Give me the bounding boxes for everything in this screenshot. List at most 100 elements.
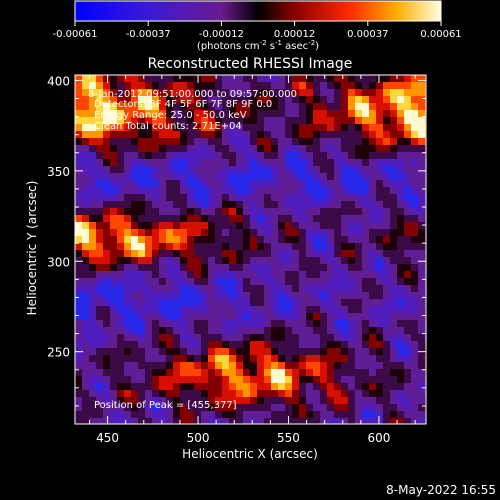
heatmap-cell <box>355 208 362 215</box>
heatmap-cell <box>397 187 404 194</box>
heatmap-cell <box>390 117 397 124</box>
heatmap-cell <box>138 418 145 424</box>
heatmap-cell <box>194 194 201 201</box>
heatmap-cell <box>124 320 131 327</box>
heatmap-cell <box>96 313 103 320</box>
heatmap-cell <box>103 390 110 397</box>
heatmap-cell <box>348 383 355 390</box>
heatmap-cell <box>138 299 145 306</box>
heatmap-cell <box>320 285 327 292</box>
heatmap-cell <box>397 152 404 159</box>
heatmap-cell <box>327 390 334 397</box>
heatmap-cell <box>264 117 271 124</box>
heatmap-cell <box>341 299 348 306</box>
heatmap-cell <box>187 243 194 250</box>
heatmap-cell <box>327 110 334 117</box>
heatmap-cell <box>264 320 271 327</box>
heatmap-cell <box>208 334 215 341</box>
heatmap-cell <box>334 82 341 89</box>
heatmap-cell <box>124 250 131 257</box>
heatmap-cell <box>369 355 376 362</box>
heatmap-cell <box>194 75 201 82</box>
heatmap-cell <box>229 152 236 159</box>
heatmap-cell <box>341 117 348 124</box>
heatmap-cell <box>355 145 362 152</box>
heatmap-cell <box>117 152 124 159</box>
colorbar-tick-label: -0.00037 <box>126 29 171 40</box>
heatmap-cell <box>201 334 208 341</box>
heatmap-cell <box>138 411 145 418</box>
heatmap-cell <box>138 159 145 166</box>
heatmap-cell <box>173 369 180 376</box>
heatmap-cell <box>166 292 173 299</box>
heatmap-cell <box>194 117 201 124</box>
heatmap-cell <box>159 362 166 369</box>
heatmap-cell <box>327 299 334 306</box>
heatmap-cell <box>222 138 229 145</box>
heatmap-cell <box>313 222 320 229</box>
heatmap-cell <box>131 75 138 82</box>
heatmap-cell <box>236 236 243 243</box>
heatmap-cell <box>271 145 278 152</box>
heatmap-cell <box>313 299 320 306</box>
heatmap-cell <box>201 278 208 285</box>
heatmap-cell <box>369 187 376 194</box>
heatmap-cell <box>152 89 159 96</box>
heatmap-cell <box>327 327 334 334</box>
heatmap-cell <box>257 243 264 250</box>
heatmap-cell <box>110 390 117 397</box>
heatmap-cell <box>250 152 257 159</box>
heatmap-cell <box>208 187 215 194</box>
heatmap-cell <box>96 285 103 292</box>
heatmap-cell <box>313 278 320 285</box>
heatmap-cell <box>103 299 110 306</box>
heatmap-cell <box>159 96 166 103</box>
heatmap-cell <box>278 194 285 201</box>
heatmap-cell <box>390 411 397 418</box>
heatmap-cell <box>96 229 103 236</box>
heatmap-cell <box>173 180 180 187</box>
heatmap-cell <box>299 327 306 334</box>
heatmap-cell <box>250 376 257 383</box>
heatmap-cell <box>306 96 313 103</box>
heatmap-cell <box>369 222 376 229</box>
heatmap-cell <box>96 264 103 271</box>
heatmap-cell <box>131 194 138 201</box>
heatmap-cell <box>250 215 257 222</box>
heatmap-cell <box>236 348 243 355</box>
heatmap-cell <box>369 327 376 334</box>
heatmap-cell <box>250 320 257 327</box>
heatmap-cell <box>187 355 194 362</box>
heatmap-cell <box>376 82 383 89</box>
heatmap-cell <box>292 250 299 257</box>
heatmap-cell <box>383 243 390 250</box>
heatmap-cell <box>397 369 404 376</box>
heatmap-cell <box>166 236 173 243</box>
heatmap-cell <box>229 362 236 369</box>
heatmap-cell <box>117 187 124 194</box>
heatmap-cell <box>159 257 166 264</box>
heatmap-cell <box>411 96 418 103</box>
heatmap-cell <box>138 194 145 201</box>
heatmap-cell <box>229 355 236 362</box>
heatmap-cell <box>103 208 110 215</box>
heatmap-cell <box>82 313 89 320</box>
heatmap-cell <box>236 110 243 117</box>
heatmap-cell <box>187 362 194 369</box>
heatmap-cell <box>306 250 313 257</box>
heatmap-cell <box>236 187 243 194</box>
heatmap-cell <box>96 341 103 348</box>
heatmap-cell <box>75 257 82 264</box>
heatmap-cell <box>159 131 166 138</box>
heatmap-cell <box>194 306 201 313</box>
heatmap-cell <box>152 103 159 110</box>
heatmap-cell <box>236 194 243 201</box>
heatmap-cell <box>89 404 96 411</box>
heatmap-cell <box>306 103 313 110</box>
heatmap-cell <box>159 383 166 390</box>
heatmap-cell <box>145 299 152 306</box>
heatmap-cell <box>159 82 166 89</box>
heatmap-cell <box>152 96 159 103</box>
heatmap-cell <box>320 376 327 383</box>
heatmap-cell <box>383 194 390 201</box>
